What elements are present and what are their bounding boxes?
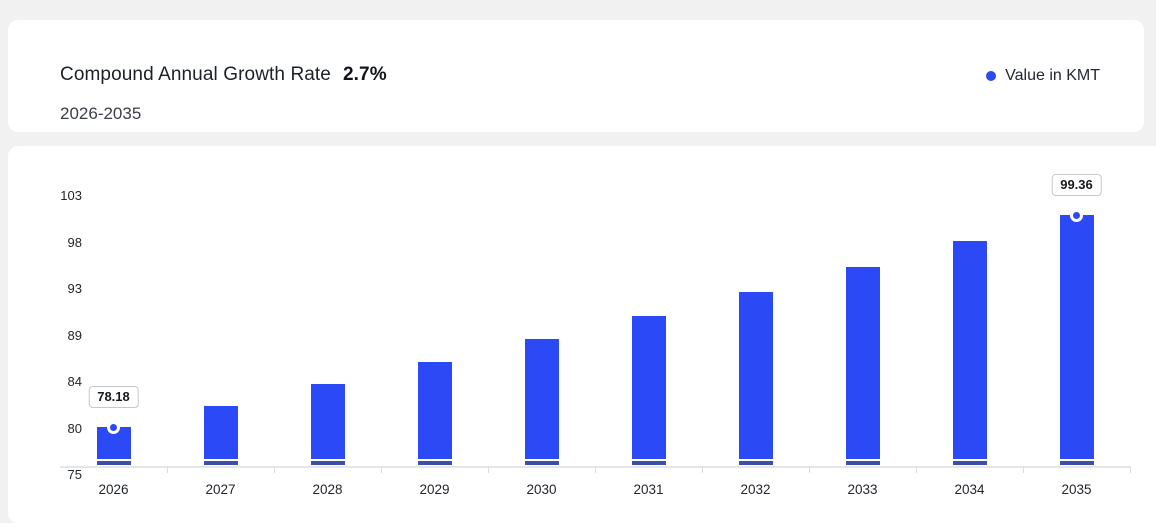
axis-tick — [916, 466, 917, 473]
y-axis-label: 89 — [67, 327, 82, 343]
x-axis-label: 2029 — [419, 482, 450, 497]
bar-base-stripe — [738, 461, 773, 465]
bar-base-stripe — [417, 461, 452, 465]
bar[interactable] — [310, 384, 345, 459]
x-axis-label: 2026 — [98, 482, 129, 497]
axis-tick — [381, 466, 382, 473]
bar[interactable] — [952, 241, 987, 459]
bar-base-stripe — [96, 461, 131, 465]
y-axis-label: 84 — [67, 374, 82, 389]
y-axis-label: 75 — [67, 467, 82, 482]
chart-subtitle: 2026-2035 — [60, 104, 142, 123]
value-callout: 78.18 — [88, 386, 139, 409]
bar-base-stripe — [845, 461, 880, 465]
bar-base-stripe — [524, 461, 559, 465]
x-axis-label: 2027 — [205, 482, 236, 497]
point-marker-icon — [1070, 208, 1083, 222]
axis-tick — [595, 466, 596, 473]
bar[interactable] — [738, 291, 773, 459]
x-axis-label: 2030 — [526, 482, 557, 497]
bar[interactable] — [631, 315, 666, 459]
bar[interactable] — [845, 266, 880, 459]
bar-base-stripe — [310, 461, 345, 465]
legend-item[interactable]: Value in KMT — [986, 67, 1100, 85]
bar-base-stripe — [952, 461, 987, 465]
axis-tick — [488, 466, 489, 473]
title-row: Compound Annual Growth Rate 2.7% — [60, 64, 387, 86]
legend-dot-icon — [986, 71, 997, 81]
x-axis-label: 2032 — [740, 482, 771, 497]
x-axis-label: 2028 — [312, 482, 343, 497]
bar-base-stripe — [631, 461, 666, 465]
bar-base-stripe — [203, 461, 238, 465]
y-axis-label: 98 — [67, 234, 82, 250]
chart-card: 103 98 93 89 84 80 75 2026 78.18 2027 2028 2029 2030… — [8, 146, 1156, 523]
chart-title: Compound Annual Growth Rate — [60, 64, 331, 85]
x-axis-label: 2035 — [1061, 482, 1092, 497]
point-marker-icon — [107, 420, 120, 434]
axis-tick — [274, 466, 275, 473]
header-card: Compound Annual Growth Rate 2.7% 2026-203… — [8, 20, 1144, 132]
legend-label: Value in KMT — [1005, 67, 1100, 84]
bar[interactable] — [1059, 215, 1094, 459]
axis-tick — [809, 466, 810, 473]
cagr-value: 2.7% — [342, 64, 387, 85]
bar[interactable] — [203, 406, 238, 459]
y-axis-label: 93 — [67, 281, 82, 296]
y-axis-label: 80 — [67, 420, 82, 436]
bar[interactable] — [417, 362, 452, 459]
axis-tick — [1130, 466, 1131, 473]
y-axis-label: 103 — [60, 188, 82, 203]
value-callout: 99.36 — [1051, 174, 1102, 197]
bar-base-stripe — [1059, 461, 1094, 465]
x-axis-label: 2034 — [954, 482, 985, 497]
bar[interactable] — [524, 339, 559, 459]
x-axis-label: 2031 — [633, 482, 664, 497]
axis-tick — [1023, 466, 1024, 473]
axis-tick — [167, 466, 168, 473]
x-axis-label: 2033 — [847, 482, 878, 497]
axis-tick — [702, 466, 703, 473]
